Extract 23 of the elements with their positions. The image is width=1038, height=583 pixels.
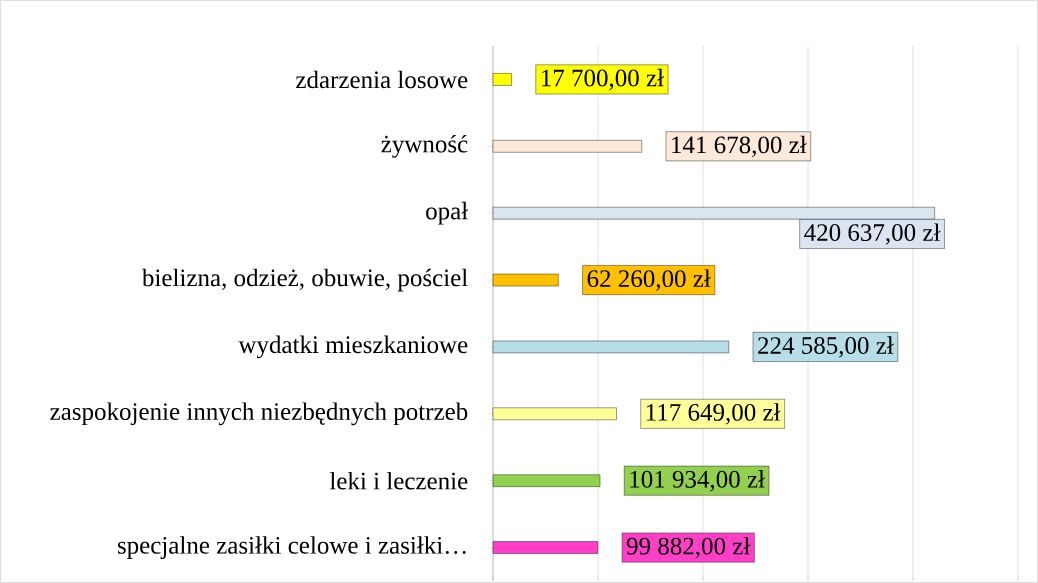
bar: [492, 140, 642, 153]
y-tick-label: zaspokojenie innych niezbędnych potrzeb: [50, 402, 468, 426]
y-tick-label: wydatki mieszkaniowe: [238, 335, 468, 359]
data-label: 224 585,00 zł: [758, 336, 894, 358]
y-tick-label: leki i leczenie: [329, 471, 468, 490]
data-label: 62 260,00 zł: [587, 269, 711, 291]
bar: [492, 541, 599, 554]
bar: [492, 407, 617, 421]
bar: [492, 273, 559, 287]
data-label: 99 882,00 zł: [626, 536, 751, 559]
y-tick-label: specjalne zasiłki celowe i zasiłki…: [117, 536, 466, 559]
data-label: 420 637,00 zł: [804, 223, 941, 245]
y-tick-label: żywność: [381, 134, 468, 158]
data-label: 141 678,00 zł: [672, 135, 807, 157]
bar: [492, 474, 601, 487]
data-label: 17 700,00 zł: [541, 68, 664, 91]
data-label: 101 934,00 zł: [630, 470, 765, 492]
y-tick-label: opał: [426, 201, 469, 225]
data-label: 117 649,00 zł: [646, 403, 781, 425]
bar: [492, 340, 730, 354]
y-tick-label: bielizna, odzież, obuwie, pościel: [141, 268, 468, 292]
y-tick-label: zdarzenia losowe: [296, 70, 468, 89]
bar: [492, 73, 512, 86]
